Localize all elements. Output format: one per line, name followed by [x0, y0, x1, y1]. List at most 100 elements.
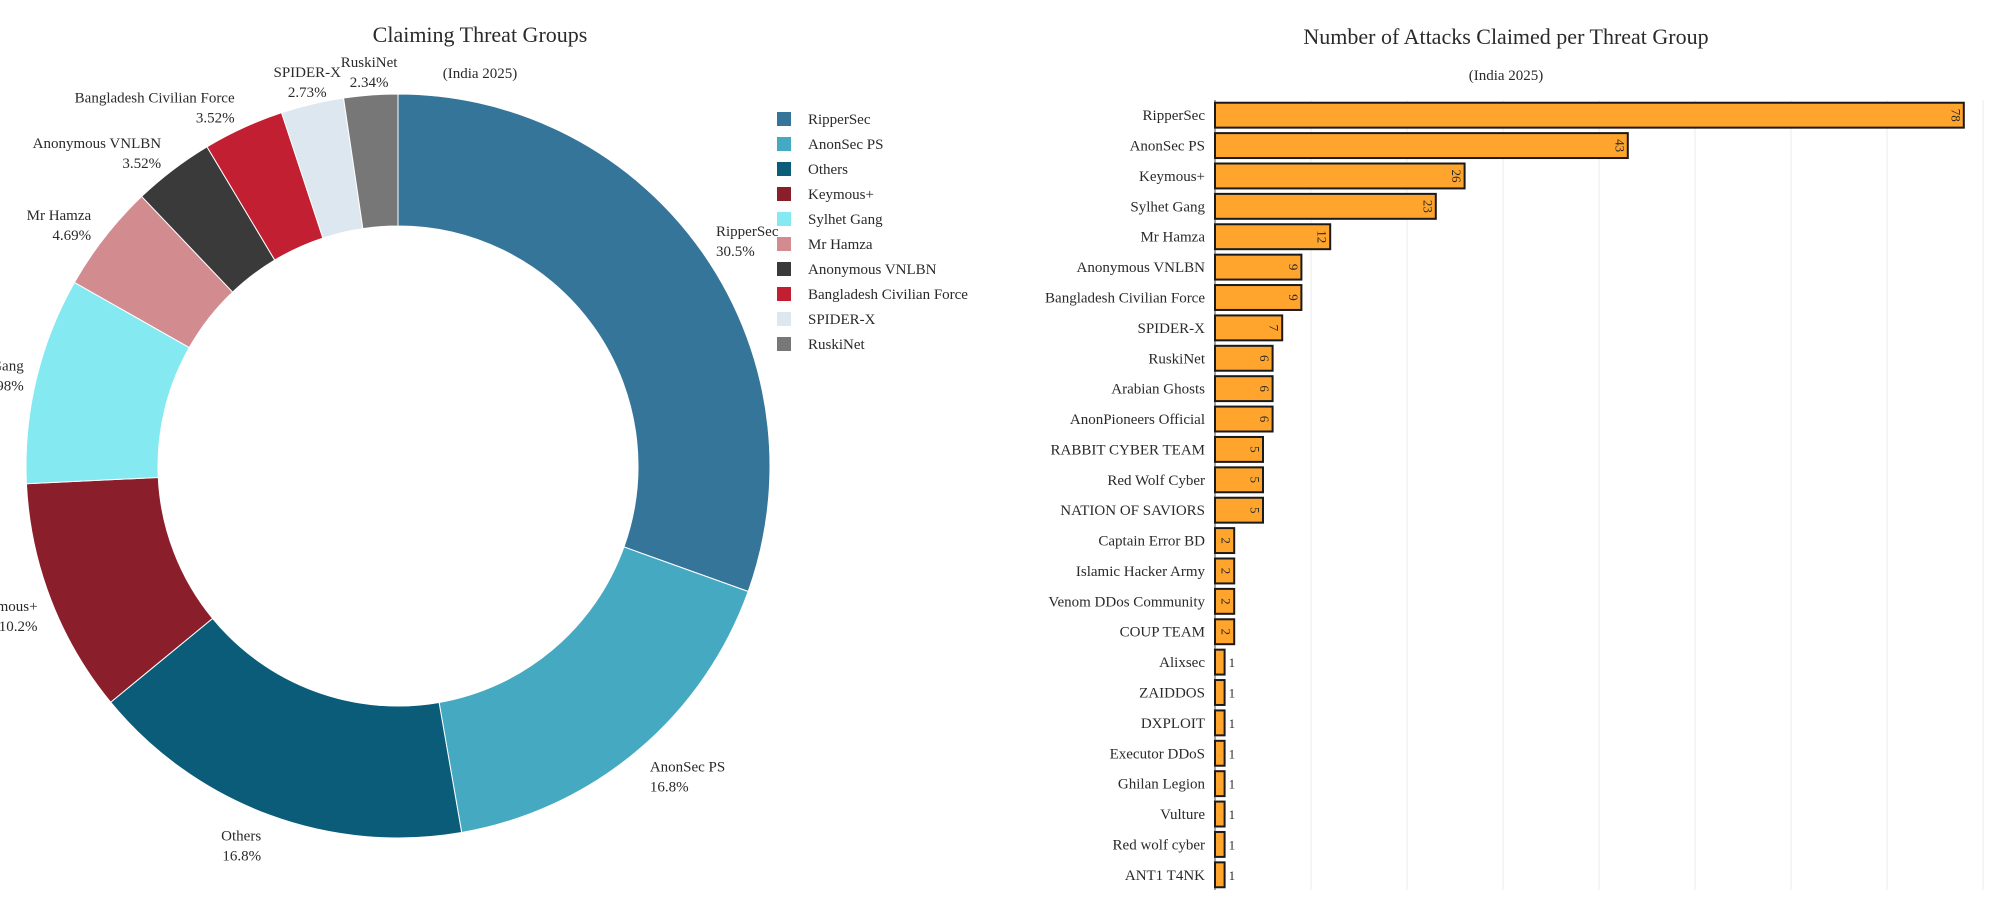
bar-value-label-mr-hamza: 12	[1315, 230, 1330, 243]
donut-pct-anonsec-ps: 16.8%	[650, 779, 689, 795]
bar-value-label-zaiddos: 1	[1229, 686, 1236, 701]
donut-label-ruskinet: RuskiNet	[341, 55, 399, 71]
bar-category-label-alixsec: Alixsec	[1159, 655, 1205, 671]
donut-label-anonsec-ps: AnonSec PS	[650, 759, 725, 775]
bar-arabian-ghosts[interactable]	[1214, 375, 1274, 403]
bar-value-label-ghilan-legion: 1	[1229, 777, 1236, 792]
bar-nation-of-saviors[interactable]	[1214, 496, 1264, 524]
legend-item-sylhet-gang[interactable]: Sylhet Gang	[808, 212, 883, 228]
bar-value-label-ant1-t4nk: 1	[1229, 868, 1236, 883]
bar-value-label-dxploit: 1	[1229, 716, 1236, 731]
bar-value-label-nation-of-saviors: 5	[1248, 507, 1263, 514]
bar-islamic-hacker-army[interactable]	[1214, 557, 1236, 585]
bar-anonymous-vnlbn[interactable]	[1214, 253, 1303, 281]
donut-slice-anonsec-ps[interactable]	[438, 546, 749, 834]
donut-label-keymous: Keymous+	[0, 599, 38, 615]
bar-value-label-spider-x: 7	[1267, 325, 1282, 332]
bar-dxploit[interactable]	[1214, 709, 1226, 737]
bar-marks	[1214, 101, 1965, 889]
bar-value-label-anonpioneers-official: 6	[1257, 416, 1272, 423]
bar-zaiddos[interactable]	[1214, 679, 1226, 706]
bar-category-label-dxploit: DXPLOIT	[1141, 716, 1205, 732]
bar-ruskinet[interactable]	[1214, 344, 1274, 372]
bar-value-label-rippersec: 78	[1948, 109, 1963, 122]
legend-item-bangladesh-civilian-force[interactable]: Bangladesh Civilian Force	[808, 287, 968, 303]
bar-category-label-ghilan-legion: Ghilan Legion	[1118, 777, 1206, 793]
legend-swatch-keymous	[777, 187, 791, 201]
legend-swatch-bangladesh-civilian-force	[777, 287, 791, 301]
bar-bangladesh-civilian-force[interactable]	[1214, 284, 1303, 311]
donut-pct-keymous: 10.2%	[0, 619, 38, 635]
donut-slice-others[interactable]	[109, 617, 463, 839]
donut-label-others: Others	[221, 829, 261, 845]
donut-slice-ruskinet[interactable]	[342, 93, 399, 230]
bar-value-label-anonsec-ps: 43	[1612, 139, 1627, 152]
legend-item-others[interactable]: Others	[808, 162, 848, 178]
bar-chart-title: Number of Attacks Claimed per Threat Gro…	[1303, 24, 1708, 49]
bar-anonpioneers-official[interactable]	[1214, 405, 1274, 433]
bar-vulture[interactable]	[1214, 800, 1226, 828]
bar-value-label-red-wolf-cyber: 5	[1248, 477, 1263, 484]
donut-label-rippersec: RipperSec	[716, 224, 779, 240]
donut-label-mr-hamza: Mr Hamza	[27, 208, 92, 224]
bar-value-label-anonymous-vnlbn: 9	[1286, 264, 1301, 271]
bar-category-label-ant1-t4nk: ANT1 T4NK	[1125, 868, 1205, 884]
donut-label-bangladesh-civilian-force: Bangladesh Civilian Force	[75, 91, 235, 107]
bar-category-label-zaiddos: ZAIDDOS	[1139, 686, 1205, 702]
legend-swatch-rippersec	[777, 112, 791, 126]
bar-category-label-rippersec: RipperSec	[1143, 108, 1206, 124]
bar-chart: Number of Attacks Claimed per Threat Gro…	[1045, 24, 1984, 890]
legend-item-anonymous-vnlbn[interactable]: Anonymous VNLBN	[808, 262, 937, 278]
bar-category-label-venom-ddos-community: Venom DDos Community	[1048, 594, 1205, 610]
bar-keymous[interactable]	[1214, 162, 1466, 190]
bar-category-label-red-wolf-cyber: Red wolf cyber	[1113, 837, 1205, 853]
donut-pct-rippersec: 30.5%	[716, 244, 755, 260]
bar-ant1-t4nk[interactable]	[1214, 861, 1226, 889]
legend-item-anonsec-ps[interactable]: AnonSec PS	[808, 137, 883, 153]
bar-category-label-sylhet-gang: Sylhet Gang	[1130, 199, 1205, 215]
bar-mr-hamza[interactable]	[1214, 223, 1332, 251]
bar-value-label-red-wolf-cyber: 1	[1229, 837, 1236, 852]
bar-red-wolf-cyber[interactable]	[1214, 466, 1264, 494]
bar-executor-ddos[interactable]	[1214, 739, 1226, 767]
legend-item-mr-hamza[interactable]: Mr Hamza	[808, 237, 873, 253]
bar-captain-error-bd[interactable]	[1214, 527, 1236, 555]
legend-item-ruskinet[interactable]: RuskiNet	[808, 337, 866, 353]
legend-swatch-anonsec-ps	[777, 137, 791, 151]
bar-value-labels: 78 43 26 23 12 9 9 7 6 6 6 5 5 5 2 2 2 2 1 1 1 1 1 1 1 1	[1219, 109, 1964, 883]
bar-red-wolf-cyber[interactable]	[1214, 830, 1226, 858]
donut-chart: Claiming Threat Groups (India 2025) Ripp…	[0, 22, 968, 865]
bar-anonsec-ps[interactable]	[1214, 132, 1629, 160]
bar-spider-x[interactable]	[1214, 314, 1284, 342]
bar-category-label-captain-error-bd: Captain Error BD	[1098, 534, 1205, 550]
bar-venom-ddos-community[interactable]	[1214, 587, 1236, 615]
donut-chart-subtitle: (India 2025)	[443, 66, 518, 82]
bar-value-label-arabian-ghosts: 6	[1257, 385, 1272, 392]
bar-chart-subtitle: (India 2025)	[1469, 68, 1544, 84]
legend-item-spider-x[interactable]: SPIDER-X	[808, 312, 876, 328]
legend-swatch-mr-hamza	[777, 237, 791, 251]
bar-rippersec[interactable]	[1214, 101, 1965, 129]
bar-sylhet-gang[interactable]	[1214, 192, 1437, 220]
bar-alixsec[interactable]	[1214, 648, 1226, 676]
legend-item-keymous[interactable]: Keymous+	[808, 187, 874, 203]
donut-slices	[25, 93, 771, 839]
bar-category-label-rabbit-cyber-team: RABBIT CYBER TEAM	[1051, 442, 1205, 458]
legend-item-rippersec[interactable]: RipperSec	[808, 112, 871, 128]
bar-category-label-spider-x: SPIDER-X	[1137, 321, 1205, 337]
bar-value-label-alixsec: 1	[1229, 655, 1236, 670]
donut-slice-rippersec[interactable]	[397, 93, 771, 593]
bar-category-label-anonsec-ps: AnonSec PS	[1130, 139, 1205, 155]
bar-ghilan-legion[interactable]	[1214, 770, 1226, 798]
donut-legend: RipperSec AnonSec PS Others Keymous+ Sylhet …	[777, 112, 968, 353]
donut-pct-spider-x: 2.73%	[288, 85, 327, 101]
donut-slice-labels: RipperSec 30.5% AnonSec PS 16.8% Others 16.8%…	[0, 55, 779, 865]
bar-value-label-executor-ddos: 1	[1229, 746, 1236, 761]
donut-label-spider-x: SPIDER-X	[273, 65, 341, 81]
bar-coup-team[interactable]	[1214, 618, 1236, 646]
bar-category-label-red-wolf-cyber: Red Wolf Cyber	[1107, 473, 1205, 489]
legend-swatch-sylhet-gang	[777, 212, 791, 226]
bar-rabbit-cyber-team[interactable]	[1214, 435, 1264, 463]
bar-category-labels: RipperSec AnonSec PS Keymous+ Sylhet Gang Mr…	[1045, 108, 1206, 884]
bar-category-label-coup-team: COUP TEAM	[1120, 625, 1205, 641]
